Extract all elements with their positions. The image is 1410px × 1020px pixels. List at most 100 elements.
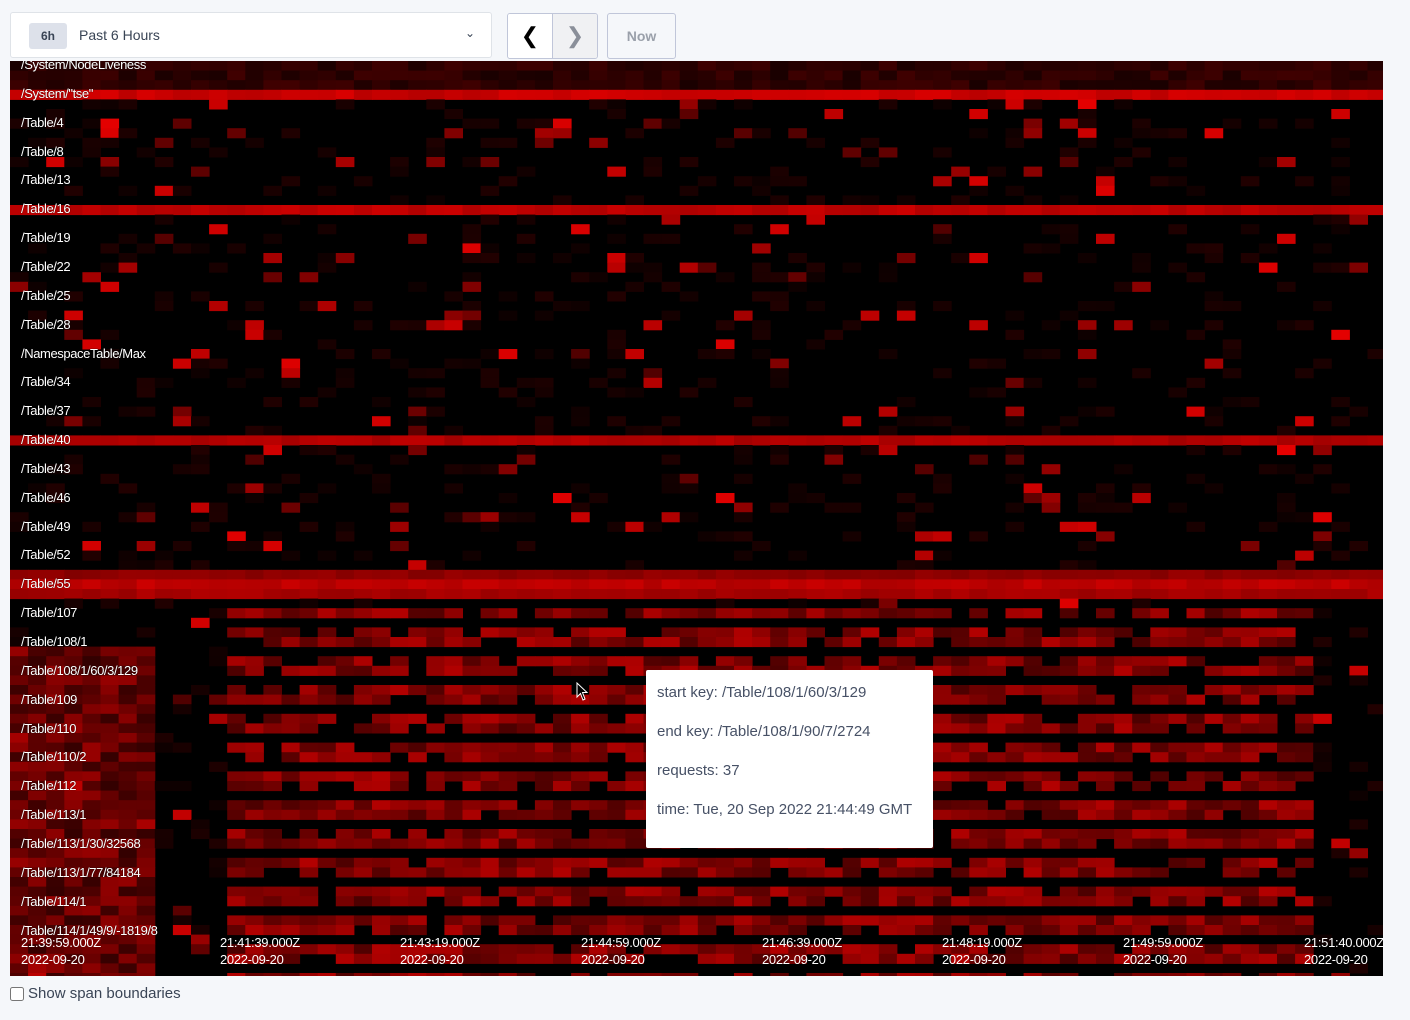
heatmap-cell[interactable]	[625, 925, 644, 936]
heatmap-cell[interactable]	[1023, 377, 1043, 388]
heatmap-cell[interactable]	[1041, 205, 1061, 216]
heatmap-cell[interactable]	[806, 886, 825, 897]
heatmap-cell[interactable]	[697, 176, 717, 187]
heatmap-cell[interactable]	[118, 752, 138, 763]
heatmap-cell[interactable]	[1132, 867, 1151, 878]
heatmap-cell[interactable]	[100, 694, 120, 705]
heatmap-cell[interactable]	[1186, 781, 1206, 792]
heatmap-cell[interactable]	[1005, 329, 1025, 340]
heatmap-cell[interactable]	[734, 550, 753, 561]
heatmap-cell[interactable]	[571, 608, 590, 619]
heatmap-cell[interactable]	[1349, 819, 1368, 830]
heatmap-cell[interactable]	[589, 579, 608, 590]
heatmap-cell[interactable]	[715, 569, 735, 580]
heatmap-cell[interactable]	[734, 445, 753, 456]
heatmap-cell[interactable]	[1059, 70, 1079, 81]
heatmap-cell[interactable]	[136, 589, 156, 600]
heatmap-cell[interactable]	[1077, 627, 1097, 638]
heatmap-cell[interactable]	[1005, 713, 1025, 724]
heatmap-cell[interactable]	[679, 89, 699, 100]
heatmap-cell[interactable]	[281, 915, 301, 926]
heatmap-cell[interactable]	[553, 301, 572, 312]
heatmap-cell[interactable]	[46, 742, 65, 753]
heatmap-cell[interactable]	[462, 80, 482, 91]
heatmap-cell[interactable]	[462, 61, 482, 72]
heatmap-cell[interactable]	[263, 973, 282, 976]
heatmap-cell[interactable]	[1005, 953, 1025, 964]
heatmap-cell[interactable]	[390, 886, 409, 897]
heatmap-cell[interactable]	[46, 790, 65, 801]
heatmap-cell[interactable]	[299, 61, 319, 72]
heatmap-cell[interactable]	[1059, 195, 1079, 206]
heatmap-cell[interactable]	[480, 627, 500, 638]
heatmap-cell[interactable]	[1059, 224, 1079, 235]
heatmap-cell[interactable]	[1258, 118, 1278, 129]
heatmap-cell[interactable]	[607, 166, 626, 177]
heatmap-cell[interactable]	[553, 771, 572, 782]
heatmap-cell[interactable]	[553, 742, 572, 753]
heatmap-cell[interactable]	[571, 800, 590, 811]
heatmap-cell[interactable]	[10, 205, 29, 216]
heatmap-cell[interactable]	[1168, 589, 1187, 600]
show-span-boundaries-checkbox[interactable]	[10, 986, 24, 1001]
heatmap-cell[interactable]	[1258, 637, 1278, 648]
heatmap-cell[interactable]	[100, 742, 120, 753]
heatmap-cell[interactable]	[335, 521, 355, 532]
heatmap-cell[interactable]	[281, 473, 301, 484]
heatmap-cell[interactable]	[842, 89, 862, 100]
heatmap-cell[interactable]	[878, 637, 898, 648]
heatmap-cell[interactable]	[136, 70, 156, 81]
heatmap-cell[interactable]	[1023, 118, 1043, 129]
heatmap-cell[interactable]	[46, 934, 65, 945]
heatmap-cell[interactable]	[172, 905, 192, 916]
heatmap-cell[interactable]	[589, 435, 608, 446]
heatmap-cell[interactable]	[661, 80, 681, 91]
heatmap-cell[interactable]	[933, 665, 952, 676]
heatmap-cell[interactable]	[1186, 694, 1206, 705]
heatmap-cell[interactable]	[444, 925, 463, 936]
heatmap-cell[interactable]	[118, 675, 138, 686]
heatmap-cell[interactable]	[1240, 541, 1260, 552]
heatmap-cell[interactable]	[408, 387, 427, 398]
heatmap-cell[interactable]	[227, 665, 246, 676]
heatmap-cell[interactable]	[64, 665, 83, 676]
heatmap-cell[interactable]	[82, 685, 101, 696]
heatmap-cell[interactable]	[1277, 569, 1296, 580]
heatmap-cell[interactable]	[516, 723, 536, 734]
heatmap-cell[interactable]	[390, 665, 409, 676]
heatmap-cell[interactable]	[1132, 781, 1151, 792]
heatmap-cell[interactable]	[281, 809, 301, 820]
heatmap-cell[interactable]	[82, 656, 101, 667]
heatmap-cell[interactable]	[136, 800, 156, 811]
heatmap-cell[interactable]	[571, 80, 590, 91]
heatmap-cell[interactable]	[317, 89, 337, 100]
heatmap-cell[interactable]	[1059, 944, 1079, 955]
heatmap-cell[interactable]	[172, 89, 192, 100]
heatmap-cell[interactable]	[1059, 579, 1079, 590]
heatmap-cell[interactable]	[82, 147, 101, 158]
heatmap-cell[interactable]	[896, 915, 916, 926]
heatmap-cell[interactable]	[788, 70, 807, 81]
heatmap-cell[interactable]	[498, 349, 518, 360]
heatmap-cell[interactable]	[1168, 569, 1187, 580]
heatmap-cell[interactable]	[571, 857, 590, 868]
heatmap-cell[interactable]	[571, 358, 590, 369]
heatmap-cell[interactable]	[299, 272, 319, 283]
heatmap-cell[interactable]	[770, 579, 789, 590]
heatmap-cell[interactable]	[661, 896, 681, 907]
heatmap-cell[interactable]	[444, 896, 463, 907]
heatmap-cell[interactable]	[1240, 579, 1260, 590]
heatmap-cell[interactable]	[10, 761, 29, 772]
heatmap-cell[interactable]	[136, 685, 156, 696]
heatmap-cell[interactable]	[951, 637, 970, 648]
heatmap-cell[interactable]	[697, 953, 717, 964]
heatmap-cell[interactable]	[299, 637, 319, 648]
heatmap-cell[interactable]	[263, 272, 282, 283]
heatmap-cell[interactable]	[426, 569, 445, 580]
heatmap-cell[interactable]	[553, 857, 572, 868]
heatmap-cell[interactable]	[715, 589, 735, 600]
heatmap-cell[interactable]	[299, 694, 319, 705]
heatmap-cell[interactable]	[860, 915, 880, 926]
heatmap-cell[interactable]	[896, 973, 916, 976]
heatmap-cell[interactable]	[1277, 915, 1296, 926]
